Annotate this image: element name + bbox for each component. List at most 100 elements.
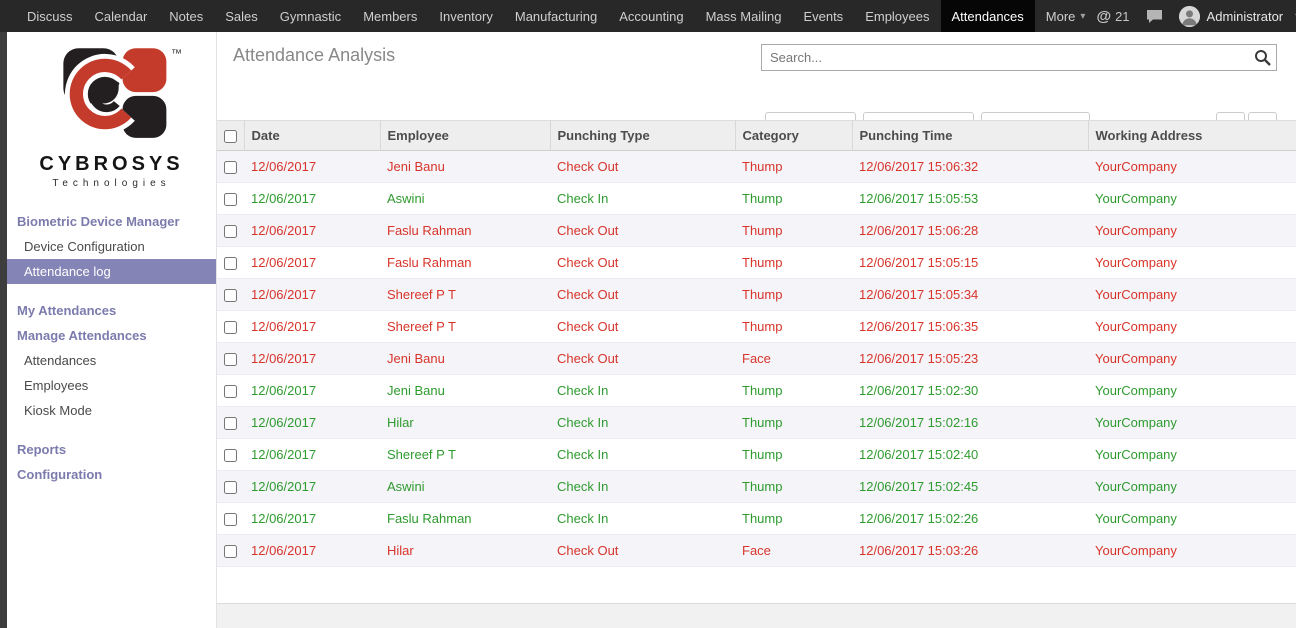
search-icon[interactable] bbox=[1248, 49, 1276, 66]
page-title: Attendance Analysis bbox=[233, 45, 396, 65]
menu-mass-mailing[interactable]: Mass Mailing bbox=[705, 8, 782, 24]
row-checkbox[interactable] bbox=[224, 481, 237, 495]
table-row[interactable]: 12/06/2017 Aswini Check In Thump 12/06/2… bbox=[217, 470, 1296, 503]
cell-working-address: YourCompany bbox=[1088, 214, 1296, 247]
table-row[interactable]: 12/06/2017 Jeni Banu Check Out Face 12/0… bbox=[217, 342, 1296, 375]
cell-working-address: YourCompany bbox=[1088, 406, 1296, 439]
cell-date: 12/06/2017 bbox=[244, 246, 380, 279]
row-checkbox[interactable] bbox=[224, 513, 237, 527]
cell-employee: Jeni Banu bbox=[380, 374, 550, 407]
cell-punching-type: Check Out bbox=[550, 342, 735, 375]
header-punching-time[interactable]: Punching Time bbox=[852, 120, 1089, 151]
cell-working-address: YourCompany bbox=[1088, 438, 1296, 471]
header-working-address[interactable]: Working Address bbox=[1088, 120, 1296, 151]
table-row[interactable]: 12/06/2017 Aswini Check In Thump 12/06/2… bbox=[217, 182, 1296, 215]
cell-employee: Hilar bbox=[380, 534, 550, 567]
cell-punching-type: Check In bbox=[550, 438, 735, 471]
sidebar-item-device-configuration[interactable]: Device Configuration bbox=[24, 239, 145, 254]
sidebar: ™ CYBROSYS Technologies Biometric Device… bbox=[7, 32, 217, 628]
menu-events[interactable]: Events bbox=[803, 8, 844, 24]
menu-inventory[interactable]: Inventory bbox=[439, 8, 493, 24]
logo-title: CYBROSYS bbox=[39, 153, 184, 175]
sidebar-section-reports[interactable]: Reports bbox=[17, 442, 67, 457]
header-date[interactable]: Date bbox=[244, 120, 381, 151]
row-checkbox[interactable] bbox=[224, 193, 237, 207]
header-employee[interactable]: Employee bbox=[380, 120, 551, 151]
row-checkbox[interactable] bbox=[224, 321, 237, 335]
menu-manufacturing[interactable]: Manufacturing bbox=[514, 8, 598, 24]
table-row[interactable]: 12/06/2017 Faslu Rahman Check In Thump 1… bbox=[217, 502, 1296, 535]
sidebar-item-attendances[interactable]: Attendances bbox=[24, 353, 97, 368]
menu-more[interactable]: More ▾ bbox=[1035, 0, 1097, 32]
cell-date: 12/06/2017 bbox=[244, 182, 380, 215]
row-checkbox[interactable] bbox=[224, 449, 237, 463]
menu-discuss[interactable]: Discuss bbox=[27, 8, 73, 24]
cell-working-address: YourCompany bbox=[1088, 534, 1296, 567]
row-checkbox[interactable] bbox=[224, 289, 237, 303]
row-select-cell bbox=[217, 246, 244, 279]
sidebar-section-my-attendances[interactable]: My Attendances bbox=[17, 303, 117, 318]
cell-date: 12/06/2017 bbox=[244, 470, 380, 503]
user-menu[interactable]: Administrator ▾ bbox=[1178, 5, 1296, 27]
cell-category: Thump bbox=[735, 182, 852, 215]
sidebar-section-configuration[interactable]: Configuration bbox=[17, 467, 103, 482]
table-row[interactable]: 12/06/2017 Hilar Check Out Face 12/06/20… bbox=[217, 534, 1296, 567]
messages-icon[interactable] bbox=[1146, 9, 1163, 24]
table-row[interactable]: 12/06/2017 Faslu Rahman Check Out Thump … bbox=[217, 246, 1296, 279]
sidebar-section-biometric-device-manager[interactable]: Biometric Device Manager bbox=[17, 214, 180, 229]
cell-working-address: YourCompany bbox=[1088, 470, 1296, 503]
row-checkbox[interactable] bbox=[224, 353, 237, 367]
sidebar-item-employees[interactable]: Employees bbox=[24, 378, 89, 393]
menu-calendar[interactable]: Calendar bbox=[94, 8, 148, 24]
cell-punching-type: Check Out bbox=[550, 534, 735, 567]
row-checkbox[interactable] bbox=[224, 545, 237, 559]
cell-punching-type: Check In bbox=[550, 182, 735, 215]
search-input[interactable] bbox=[762, 50, 1248, 65]
table-row[interactable]: 12/06/2017 Hilar Check In Thump 12/06/20… bbox=[217, 406, 1296, 439]
table-row[interactable]: 12/06/2017 Jeni Banu Check Out Thump 12/… bbox=[217, 150, 1296, 183]
cell-working-address: YourCompany bbox=[1088, 374, 1296, 407]
cell-working-address: YourCompany bbox=[1088, 310, 1296, 343]
sidebar-item-kiosk-mode[interactable]: Kiosk Mode bbox=[24, 403, 92, 418]
row-checkbox[interactable] bbox=[224, 225, 237, 239]
cell-employee: Hilar bbox=[380, 406, 550, 439]
row-select-cell bbox=[217, 502, 244, 535]
menu-members[interactable]: Members bbox=[363, 8, 418, 24]
menu-sales[interactable]: Sales bbox=[225, 8, 258, 24]
search-box bbox=[761, 44, 1277, 71]
row-checkbox[interactable] bbox=[224, 161, 237, 175]
row-checkbox[interactable] bbox=[224, 385, 237, 399]
menu-accounting[interactable]: Accounting bbox=[619, 8, 684, 24]
menu-notes[interactable]: Notes bbox=[169, 8, 204, 24]
activity-notification[interactable]: @ 21 bbox=[1096, 8, 1129, 25]
menu-attendances[interactable]: Attendances bbox=[940, 0, 1035, 32]
cell-category: Thump bbox=[735, 150, 852, 183]
cell-punching-time: 12/06/2017 15:02:40 bbox=[852, 438, 1088, 471]
header-punching-type[interactable]: Punching Type bbox=[550, 120, 736, 151]
cell-employee: Faslu Rahman bbox=[380, 246, 550, 279]
table-row[interactable]: 12/06/2017 Jeni Banu Check In Thump 12/0… bbox=[217, 374, 1296, 407]
header-category[interactable]: Category bbox=[735, 120, 853, 151]
table-row[interactable]: 12/06/2017 Shereef P T Check Out Thump 1… bbox=[217, 278, 1296, 311]
menu-employees[interactable]: Employees bbox=[865, 8, 930, 24]
table-row[interactable]: 12/06/2017 Shereef P T Check Out Thump 1… bbox=[217, 310, 1296, 343]
select-all-checkbox[interactable] bbox=[223, 130, 237, 144]
menu-gymnastic[interactable]: Gymnastic bbox=[279, 8, 342, 24]
select-all-cell bbox=[217, 120, 245, 151]
table-row[interactable]: 12/06/2017 Faslu Rahman Check Out Thump … bbox=[217, 214, 1296, 247]
row-select-cell bbox=[217, 310, 244, 343]
cell-punching-type: Check In bbox=[550, 374, 735, 407]
caret-down-icon: ▾ bbox=[1080, 10, 1086, 22]
cell-date: 12/06/2017 bbox=[244, 374, 380, 407]
row-checkbox[interactable] bbox=[224, 417, 237, 431]
sidebar-section-manage-attendances[interactable]: Manage Attendances bbox=[17, 328, 147, 343]
cybrosys-logo-mark bbox=[62, 48, 166, 138]
cell-category: Thump bbox=[735, 470, 852, 503]
cell-employee: Shereef P T bbox=[380, 438, 550, 471]
row-checkbox[interactable] bbox=[224, 257, 237, 271]
cell-date: 12/06/2017 bbox=[244, 150, 380, 183]
sidebar-item-attendance-log[interactable]: Attendance log bbox=[7, 259, 216, 284]
table-row[interactable]: 12/06/2017 Shereef P T Check In Thump 12… bbox=[217, 438, 1296, 471]
cell-punching-time: 12/06/2017 15:02:16 bbox=[852, 406, 1088, 439]
cell-date: 12/06/2017 bbox=[244, 502, 380, 535]
